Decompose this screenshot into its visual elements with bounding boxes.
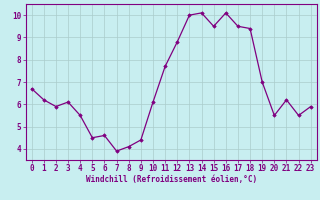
X-axis label: Windchill (Refroidissement éolien,°C): Windchill (Refroidissement éolien,°C)	[86, 175, 257, 184]
